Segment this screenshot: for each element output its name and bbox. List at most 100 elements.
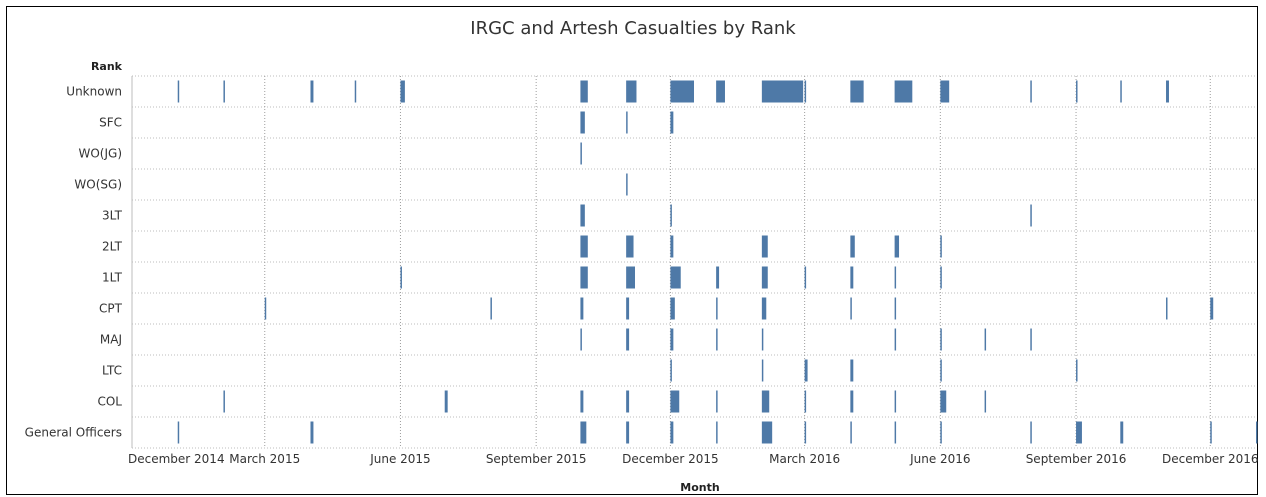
casualty-bar xyxy=(580,142,582,165)
casualty-bar xyxy=(940,80,950,103)
casualty-bar xyxy=(580,235,588,258)
casualty-bar xyxy=(984,390,987,413)
casualty-bar xyxy=(761,297,767,320)
casualty-bar xyxy=(444,390,448,413)
casualty-bar xyxy=(400,266,402,289)
x-tick-label: March 2015 xyxy=(229,452,300,466)
casualty-bar xyxy=(626,297,630,320)
casualty-bar xyxy=(761,390,770,413)
casualty-bar xyxy=(894,266,897,289)
casualty-bar xyxy=(894,80,913,103)
casualty-bar xyxy=(580,297,584,320)
casualty-bar xyxy=(223,390,225,413)
casualty-bar xyxy=(1076,80,1078,103)
casualty-bar xyxy=(580,111,585,134)
casualty-bar xyxy=(626,421,630,444)
casualty-bar xyxy=(716,421,718,444)
casualty-bar xyxy=(850,266,854,289)
casualty-bar xyxy=(984,328,987,351)
casualty-bar xyxy=(761,359,764,382)
casualty-bar xyxy=(850,235,855,258)
casualty-bar xyxy=(670,111,674,134)
casualty-bar xyxy=(761,421,773,444)
rank-label: 1LT xyxy=(102,271,123,285)
rank-label: Unknown xyxy=(66,85,122,99)
rank-label: WO(SG) xyxy=(74,178,122,192)
casualty-bar xyxy=(940,390,947,413)
casualty-bar xyxy=(716,297,718,320)
casualty-bar xyxy=(1030,421,1032,444)
casualty-bar xyxy=(580,204,585,227)
casualty-bar xyxy=(1210,297,1214,320)
x-tick-label: December 2016 xyxy=(1162,452,1259,466)
rank-label: SFC xyxy=(99,116,122,130)
rank-label: WO(JG) xyxy=(78,147,122,161)
casualty-bar xyxy=(804,421,807,444)
casualty-bar xyxy=(761,235,768,258)
x-tick-label: June 2015 xyxy=(369,452,431,466)
casualty-bar xyxy=(940,235,942,258)
casualty-bar xyxy=(1120,80,1122,103)
casualty-bar xyxy=(670,297,675,320)
casualty-bar xyxy=(626,235,634,258)
casualty-bar xyxy=(670,421,674,444)
casualty-bar xyxy=(177,421,180,444)
casualty-bar xyxy=(894,390,897,413)
casualty-bar xyxy=(804,390,807,413)
casualty-bar xyxy=(1256,421,1258,444)
casualty-bar xyxy=(1076,421,1082,444)
casualty-bar xyxy=(354,80,357,103)
x-axis-title: Month xyxy=(680,481,720,494)
casualty-bar xyxy=(626,266,635,289)
casualty-bar xyxy=(1076,359,1078,382)
x-tick-label: September 2015 xyxy=(486,452,587,466)
casualty-bar xyxy=(761,266,768,289)
casualty-bar xyxy=(670,80,694,103)
casualty-bar xyxy=(626,173,628,196)
casualty-bar xyxy=(580,421,587,444)
x-tick-label: September 2016 xyxy=(1026,452,1127,466)
casualty-bar xyxy=(670,328,674,351)
x-tick-label: March 2016 xyxy=(769,452,840,466)
casualty-bar xyxy=(894,297,897,320)
casualty-bar xyxy=(716,80,725,103)
casualty-bar xyxy=(626,390,630,413)
casualty-bar xyxy=(716,328,718,351)
casualty-bar xyxy=(177,80,180,103)
casualty-bar xyxy=(804,359,808,382)
casualty-bar xyxy=(850,297,852,320)
chart-title: IRGC and Artesh Casualties by Rank xyxy=(470,18,796,39)
casualty-bar xyxy=(626,328,630,351)
casualty-bar xyxy=(264,297,267,320)
casualty-bar xyxy=(490,297,492,320)
casualty-bar xyxy=(626,80,637,103)
casualty-bar xyxy=(1210,421,1212,444)
casualty-bar xyxy=(1166,297,1168,320)
casualty-bar xyxy=(310,421,314,444)
casualty-bar xyxy=(626,111,628,134)
casualty-bar xyxy=(716,266,720,289)
casualty-bar xyxy=(580,80,588,103)
casualty-bar xyxy=(850,390,854,413)
casualty-bar xyxy=(804,80,807,103)
y-axis-title: Rank xyxy=(90,60,122,73)
rank-label: LTC xyxy=(102,364,122,378)
casualty-bar xyxy=(670,204,672,227)
casualty-bar xyxy=(850,421,852,444)
casualty-bar xyxy=(940,266,942,289)
casualty-bar xyxy=(400,80,405,103)
casualty-bar xyxy=(894,235,900,258)
casualty-bar xyxy=(940,421,942,444)
casualty-bar xyxy=(1166,80,1169,103)
casualty-bar xyxy=(716,390,718,413)
rank-label: 2LT xyxy=(102,240,123,254)
casualty-bar xyxy=(940,328,942,351)
casualty-bar xyxy=(894,328,897,351)
casualty-bar xyxy=(1030,80,1032,103)
rank-label: 3LT xyxy=(102,209,123,223)
casualty-bar xyxy=(1120,421,1124,444)
casualty-bar xyxy=(580,328,582,351)
rank-label: CPT xyxy=(99,302,123,316)
rank-label: General Officers xyxy=(25,426,122,440)
x-tick-label: December 2014 xyxy=(128,452,225,466)
